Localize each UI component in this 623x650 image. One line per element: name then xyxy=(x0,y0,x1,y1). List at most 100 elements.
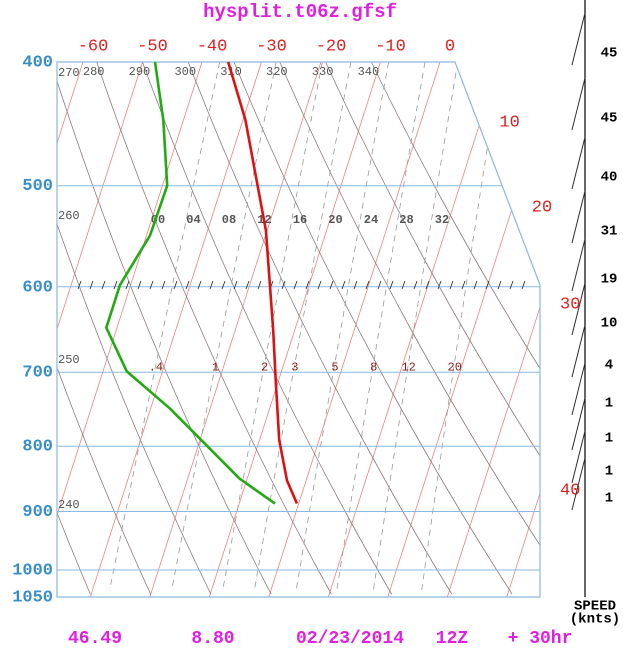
wind-speed-label: 19 xyxy=(601,272,618,288)
dry-adiabat xyxy=(57,62,151,595)
profile-line xyxy=(226,61,299,505)
marker-tick xyxy=(497,280,502,290)
marker-tick xyxy=(137,280,142,290)
isotherm xyxy=(208,62,381,597)
mixing-ratio-label: 12 xyxy=(401,360,415,374)
marker-tick xyxy=(413,280,418,290)
wind-barb xyxy=(571,190,586,244)
isentrope-label: 240 xyxy=(58,498,80,512)
wind-barb xyxy=(571,12,586,66)
marker-tick xyxy=(437,280,442,290)
wind-speed-label: 1 xyxy=(605,431,613,447)
x-tick-label: 40 xyxy=(560,481,580,500)
marker-tick xyxy=(317,280,322,290)
marker-tick xyxy=(77,280,82,290)
marker-tick xyxy=(209,280,214,290)
isotherm xyxy=(506,62,540,597)
plot-area xyxy=(57,62,540,597)
wind-barb xyxy=(571,430,586,484)
dry-adiabat xyxy=(371,62,540,595)
dry-adiabat xyxy=(279,62,540,595)
marker-tick xyxy=(485,280,490,290)
isentrope-label: 260 xyxy=(58,209,80,223)
isentrope-label: 340 xyxy=(358,65,380,79)
wind-speed-label: 1 xyxy=(605,396,613,412)
x-tick-label: 20 xyxy=(532,198,552,217)
wind-speed-label: 45 xyxy=(601,46,618,62)
mixing-ratio-line xyxy=(373,62,459,591)
wind-speed-label: 1 xyxy=(605,464,613,480)
y-tick-label: 1050 xyxy=(12,588,53,607)
footer-text: 12Z xyxy=(436,629,468,649)
isentrope-label: 270 xyxy=(58,66,80,80)
wind-speed-label: 4 xyxy=(605,358,613,374)
wind-speed-label: 31 xyxy=(601,224,618,240)
marker-tick xyxy=(221,280,226,290)
dry-adiabat xyxy=(187,62,453,595)
y-tick-label: 600 xyxy=(22,278,53,297)
wind-barb xyxy=(571,282,586,336)
isotherm xyxy=(446,62,540,597)
mixing-ratio-label: 3 xyxy=(291,360,298,374)
marker-tick xyxy=(401,280,406,290)
moist-label: 32 xyxy=(435,213,449,227)
moist-label: 24 xyxy=(364,213,378,227)
dry-adiabat xyxy=(233,62,513,595)
isotherm xyxy=(327,62,500,597)
dry-adiabat xyxy=(325,62,540,595)
marker-tick xyxy=(521,280,526,290)
mixing-ratio-line xyxy=(336,62,426,591)
wind-barb xyxy=(571,77,586,131)
footer-text: 8.80 xyxy=(191,629,234,649)
dry-adiabat xyxy=(57,62,212,595)
marker-tick xyxy=(329,280,334,290)
marker-tick xyxy=(245,280,250,290)
marker-tick xyxy=(197,280,202,290)
x-tick-label: 10 xyxy=(499,113,519,132)
y-tick-label: 900 xyxy=(22,503,53,522)
footer-text: 46.49 xyxy=(68,629,122,649)
y-tick-label: 500 xyxy=(22,177,53,196)
wind-speed-label: 1 xyxy=(605,491,613,507)
x-tick-label: 0 xyxy=(445,37,455,56)
moist-label: 04 xyxy=(186,213,200,227)
mixing-ratio-line xyxy=(254,62,352,591)
mixing-ratio-line xyxy=(295,62,389,591)
chart-title: hysplit.t06z.gfsf xyxy=(203,1,397,23)
marker-tick xyxy=(233,280,238,290)
x-tick-label: -20 xyxy=(316,37,347,56)
moist-label: 08 xyxy=(222,213,236,227)
footer-text: 02/23/2014 xyxy=(296,629,404,649)
isentrope-label: 330 xyxy=(312,65,334,79)
marker-tick xyxy=(125,280,130,290)
wind-barb xyxy=(571,238,586,292)
isotherm xyxy=(57,62,143,597)
marker-tick xyxy=(461,280,466,290)
marker-tick xyxy=(281,280,286,290)
marker-tick xyxy=(353,280,358,290)
marker-tick xyxy=(89,280,94,290)
marker-tick xyxy=(509,280,514,290)
mixing-ratio-label: 1 xyxy=(212,360,219,374)
isentrope-label: 250 xyxy=(58,353,80,367)
mixing-ratio-line xyxy=(109,62,221,591)
moist-label: 20 xyxy=(328,213,342,227)
wind-units: (knts) xyxy=(570,612,620,628)
marker-tick xyxy=(305,280,310,290)
mixing-ratio-label: 8 xyxy=(370,360,377,374)
y-tick-label: 700 xyxy=(22,364,53,383)
marker-tick xyxy=(449,280,454,290)
marker-tick xyxy=(173,280,178,290)
wind-speed-label: 40 xyxy=(601,170,618,186)
dry-adiabat xyxy=(57,62,272,595)
x-tick-label: -60 xyxy=(78,37,109,56)
isentrope-label: 300 xyxy=(174,65,196,79)
wind-barb xyxy=(571,136,586,190)
marker-tick xyxy=(341,280,346,290)
marker-tick xyxy=(149,280,154,290)
dry-adiabat xyxy=(96,62,332,595)
isentrope-label: 320 xyxy=(266,65,288,79)
isotherm xyxy=(268,62,441,597)
marker-tick xyxy=(377,280,382,290)
